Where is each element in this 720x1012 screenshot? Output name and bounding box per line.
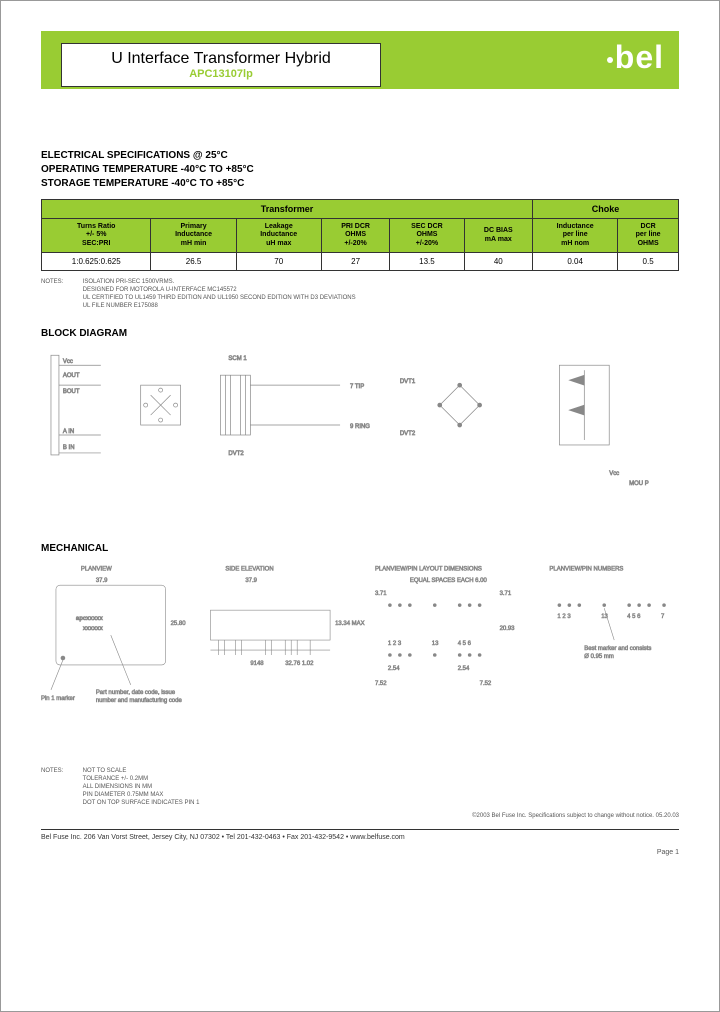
- svg-text:7.52: 7.52: [480, 681, 492, 687]
- svg-text:20.93: 20.93: [500, 626, 516, 632]
- svg-text:B IN: B IN: [63, 445, 75, 451]
- svg-text:SCM 1: SCM 1: [228, 357, 247, 363]
- svg-text:7 TIP: 7 TIP: [350, 385, 364, 391]
- svg-text:9148: 9148: [250, 661, 264, 667]
- footer-company: Bel Fuse Inc. 206 Van Vorst Street, Jers…: [41, 834, 679, 841]
- cell: 26.5: [151, 253, 236, 271]
- svg-text:xxxxxx: xxxxxx: [83, 626, 104, 632]
- svg-text:Vcc: Vcc: [63, 360, 73, 366]
- svg-text:1 2 3: 1 2 3: [388, 641, 402, 647]
- footer-divider: Bel Fuse Inc. 206 Van Vorst Street, Jers…: [41, 829, 679, 841]
- title-main: U Interface Transformer Hybrid: [82, 50, 360, 68]
- svg-text:3.71: 3.71: [500, 592, 512, 598]
- svg-text:9 RING: 9 RING: [350, 424, 370, 430]
- svg-text:PLANVIEW/PIN LAYOUT DIMENSIONS: PLANVIEW/PIN LAYOUT DIMENSIONS: [375, 567, 482, 573]
- spec-line: ELECTRICAL SPECIFICATIONS @ 25°C: [41, 149, 679, 163]
- block-diagram: 7 TIP 9 RING DVT1 DVT2 Vcc: [41, 345, 679, 525]
- svg-text:2.54: 2.54: [458, 666, 470, 672]
- block-diagram-title: BLOCK DIAGRAM: [41, 328, 679, 339]
- svg-text:Best marker and consists: Best marker and consists: [584, 646, 651, 652]
- spec-table: Transformer Choke Turns Ratio +/- 5% SEC…: [41, 199, 679, 271]
- notes-block-1: NOTES: ISOLATION PRI-SEC 1500VRMS. DESIG…: [41, 279, 679, 310]
- notes-label: NOTES:: [41, 279, 81, 287]
- part-number: APC13107lp: [82, 68, 360, 80]
- datasheet-page: U Interface Transformer Hybrid APC13107l…: [0, 0, 720, 1012]
- table-data-row: 1:0.625:0.625 26.5 70 27 13.5 40 0.04 0.…: [42, 253, 679, 271]
- col-header: SEC DCR OHMS +/-20%: [390, 219, 464, 253]
- table-col-header: Turns Ratio +/- 5% SEC:PRI Primary Induc…: [42, 219, 679, 253]
- cell: 13.5: [390, 253, 464, 271]
- svg-text:Vcc: Vcc: [609, 471, 619, 477]
- svg-text:EQUAL SPACES EACH 6.00: EQUAL SPACES EACH 6.00: [410, 579, 488, 585]
- svg-text:4 5 6: 4 5 6: [458, 641, 472, 647]
- svg-text:SIDE ELEVATION: SIDE ELEVATION: [225, 567, 273, 573]
- svg-text:7.52: 7.52: [375, 681, 387, 687]
- svg-text:7: 7: [661, 614, 665, 620]
- col-header: DCR per line OHMS: [618, 219, 679, 253]
- svg-text:3.71: 3.71: [375, 592, 387, 598]
- notes-body: NOT TO SCALE TOLERANCE +/- 0.2MM ALL DIM…: [83, 768, 200, 807]
- svg-text:32.76 1.02: 32.76 1.02: [285, 661, 314, 667]
- svg-text:PLANVIEW: PLANVIEW: [81, 567, 112, 573]
- svg-text:4 5 6: 4 5 6: [627, 614, 641, 620]
- cell: 70: [236, 253, 321, 271]
- col-header: Leakage Inductance uH max: [236, 219, 321, 253]
- svg-text:MOU P: MOU P: [629, 481, 649, 487]
- mechanical-title: MECHANICAL: [41, 543, 679, 554]
- header-bar: U Interface Transformer Hybrid APC13107l…: [41, 31, 679, 89]
- notes-block-2: NOTES: NOT TO SCALE TOLERANCE +/- 0.2MM …: [41, 768, 679, 807]
- svg-text:DVT1: DVT1: [400, 380, 416, 386]
- svg-text:2.54: 2.54: [388, 666, 400, 672]
- col-header: DC BIAS mA max: [464, 219, 533, 253]
- spec-heading: ELECTRICAL SPECIFICATIONS @ 25°C OPERATI…: [41, 149, 679, 191]
- svg-text:1 2 3: 1 2 3: [557, 614, 571, 620]
- cell: 27: [321, 253, 390, 271]
- svg-text:DVT2: DVT2: [228, 451, 244, 457]
- svg-text:apcxxxxx: apcxxxxx: [76, 616, 104, 622]
- svg-text:25.80: 25.80: [171, 621, 187, 627]
- title-box: U Interface Transformer Hybrid APC13107l…: [61, 43, 381, 87]
- bel-logo: bel: [607, 39, 664, 76]
- block-diagram-svg: 7 TIP 9 RING DVT1 DVT2 Vcc: [41, 345, 679, 525]
- col-header: Inductance per line mH nom: [533, 219, 618, 253]
- col-header: Primary Inductance mH min: [151, 219, 236, 253]
- group-choke: Choke: [533, 200, 679, 219]
- svg-text:Part number, date code, issue: Part number, date code, issue: [96, 690, 176, 696]
- notes-label: NOTES:: [41, 768, 81, 776]
- col-header: PRI DCR OHMS +/-20%: [321, 219, 390, 253]
- page-number: Page 1: [41, 849, 679, 856]
- svg-text:Ø 0.95 mm: Ø 0.95 mm: [584, 654, 614, 660]
- svg-text:Pin 1 marker: Pin 1 marker: [41, 696, 75, 702]
- mechanical-svg: PLANVIEW SIDE ELEVATION PLANVIEW/PIN LAY…: [41, 560, 679, 760]
- spec-line: STORAGE TEMPERATURE -40°C TO +85°C: [41, 177, 679, 191]
- cell: 0.04: [533, 253, 618, 271]
- cell: 1:0.625:0.625: [42, 253, 151, 271]
- svg-text:number and manufacturing code: number and manufacturing code: [96, 698, 183, 704]
- table-group-header: Transformer Choke: [42, 200, 679, 219]
- svg-text:AOUT: AOUT: [63, 374, 80, 380]
- notes-body: ISOLATION PRI-SEC 1500VRMS. DESIGNED FOR…: [83, 279, 356, 310]
- spec-line: OPERATING TEMPERATURE -40°C TO +85°C: [41, 163, 679, 177]
- svg-text:37.9: 37.9: [96, 579, 108, 585]
- cell: 0.5: [618, 253, 679, 271]
- cell: 40: [464, 253, 533, 271]
- group-transformer: Transformer: [42, 200, 533, 219]
- copyright-text: ©2003 Bel Fuse Inc. Specifications subje…: [41, 813, 679, 819]
- svg-text:PLANVIEW/PIN NUMBERS: PLANVIEW/PIN NUMBERS: [549, 567, 623, 573]
- svg-text:DVT2: DVT2: [400, 431, 416, 437]
- svg-text:13.34 MAX: 13.34 MAX: [335, 621, 365, 627]
- svg-text:13: 13: [432, 641, 439, 647]
- svg-text:BOUT: BOUT: [63, 389, 80, 395]
- svg-text:37.9: 37.9: [245, 579, 257, 585]
- mechanical-diagram: PLANVIEW SIDE ELEVATION PLANVIEW/PIN LAY…: [41, 560, 679, 760]
- svg-text:A IN: A IN: [63, 429, 74, 435]
- col-header: Turns Ratio +/- 5% SEC:PRI: [42, 219, 151, 253]
